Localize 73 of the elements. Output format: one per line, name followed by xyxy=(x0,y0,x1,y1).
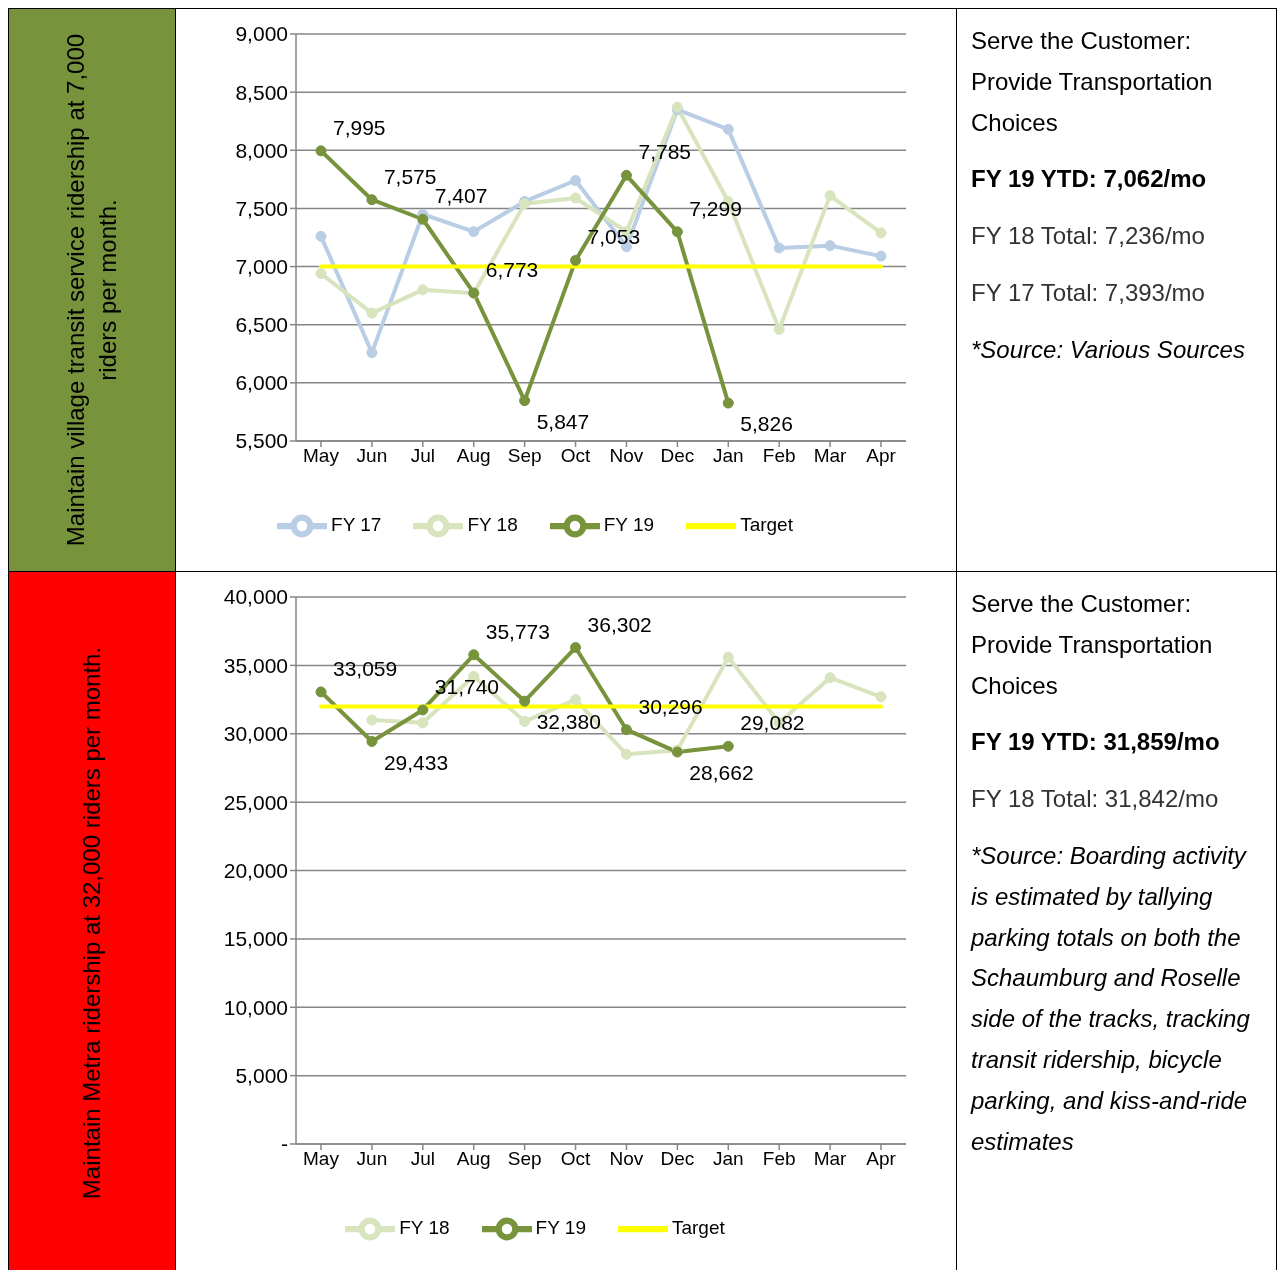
y-tick-label: 30,000 xyxy=(223,722,288,746)
x-tick-label: Dec xyxy=(660,445,695,467)
text: Maintain village transit service ridership at 7,000 riders per month. xyxy=(60,32,122,549)
legend-label: FY 19 xyxy=(535,1217,586,1239)
y-tick-label: 20,000 xyxy=(223,858,288,882)
x-tick-label: Feb xyxy=(762,445,796,467)
text: FY 19 YTD: 7,062/mo xyxy=(971,164,1208,195)
text: *Source: Various Sources xyxy=(971,334,1246,365)
x-tick-label: Apr xyxy=(866,445,897,467)
legend-label: Target xyxy=(671,1217,725,1239)
data-label: 28,662 xyxy=(689,761,754,785)
y-tick-label: 9,000 xyxy=(235,22,288,46)
text: FY 19 YTD: 31,859/mo xyxy=(971,727,1221,758)
legend-label: Target xyxy=(740,514,793,536)
legend-label: FY 18 xyxy=(399,1217,450,1239)
x-tick-label: Aug xyxy=(456,445,491,467)
text: *Source: Boarding activity is estimated by tallying parking totals on both the Schaumburg and Roselle side of the tracks, tracking transit ridership, bicycle parking, and kiss-and-ride estimates xyxy=(971,841,1251,1157)
y-tick-label: 7,000 xyxy=(235,255,288,279)
y-tick-label: 5,000 xyxy=(235,1064,288,1088)
x-tick-label: Jul xyxy=(410,1148,435,1170)
x-tick-label: Apr xyxy=(866,1148,897,1170)
x-tick-label: Nov xyxy=(609,1148,644,1170)
x-tick-label: Nov xyxy=(609,445,644,467)
x-tick-label: May xyxy=(303,1148,340,1170)
x-tick-label: Oct xyxy=(560,445,592,467)
x-tick-label: Jul xyxy=(410,445,435,467)
data-label: 7,299 xyxy=(689,196,742,220)
data-label: 5,847 xyxy=(536,409,590,433)
y-tick-label: 8,500 xyxy=(235,80,288,104)
y-tick-label: 40,000 xyxy=(223,585,288,609)
y-tick-label: 6,000 xyxy=(235,371,288,395)
x-tick-label: Jan xyxy=(712,445,744,467)
data-label: 29,433 xyxy=(383,750,449,774)
text: FY 18 Total: 7,236/mo xyxy=(971,221,1206,252)
x-tick-label: Sep xyxy=(507,1148,542,1170)
data-label: 36,302 xyxy=(587,612,652,636)
y-tick-label: 8,000 xyxy=(235,138,288,162)
x-tick-label: Mar xyxy=(813,1148,848,1170)
y-tick-label: 15,000 xyxy=(223,927,288,951)
y-tick-label: 35,000 xyxy=(223,653,288,677)
data-label: 7,407 xyxy=(434,184,488,208)
data-label: 7,785 xyxy=(638,140,692,164)
x-tick-label: Oct xyxy=(560,1148,592,1170)
x-tick-label: May xyxy=(303,445,340,467)
text: Serve the Customer: Provide Transportation Choices xyxy=(971,26,1214,138)
legend-label: FY 18 xyxy=(467,514,518,536)
y-tick-label: 6,500 xyxy=(235,313,288,337)
x-tick-label: Dec xyxy=(660,1148,695,1170)
y-tick-label: - xyxy=(281,1132,288,1156)
data-label: 5,826 xyxy=(740,412,793,436)
y-tick-label: 10,000 xyxy=(223,995,288,1019)
text: Serve the Customer: Provide Transportation Choices xyxy=(971,589,1214,701)
text: FY 17 Total: 7,393/mo xyxy=(971,278,1206,308)
x-tick-label: Mar xyxy=(813,445,848,467)
data-label: 32,380 xyxy=(536,710,601,734)
data-label: 33,059 xyxy=(333,656,398,680)
y-tick-label: 25,000 xyxy=(223,790,288,814)
x-tick-label: Feb xyxy=(762,1148,796,1170)
x-tick-label: Aug xyxy=(456,1148,491,1170)
x-tick-label: Jan xyxy=(712,1148,744,1170)
y-tick-label: 5,500 xyxy=(235,429,288,453)
y-tick-label: 7,500 xyxy=(235,196,288,220)
data-label: 7,575 xyxy=(383,164,437,188)
text: Maintain Metra ridership at 32,000 riders per month. xyxy=(76,645,106,1202)
data-label: 7,995 xyxy=(333,115,386,139)
x-tick-label: Jun xyxy=(356,1148,388,1170)
data-label: 29,082 xyxy=(740,711,805,735)
data-label: 35,773 xyxy=(485,619,550,643)
x-tick-label: Sep xyxy=(507,445,542,467)
text: FY 18 Total: 31,842/mo xyxy=(971,784,1220,815)
legend-label: FY 19 xyxy=(603,514,655,536)
legend-label: FY 17 xyxy=(331,514,382,536)
x-tick-label: Jun xyxy=(356,445,388,467)
